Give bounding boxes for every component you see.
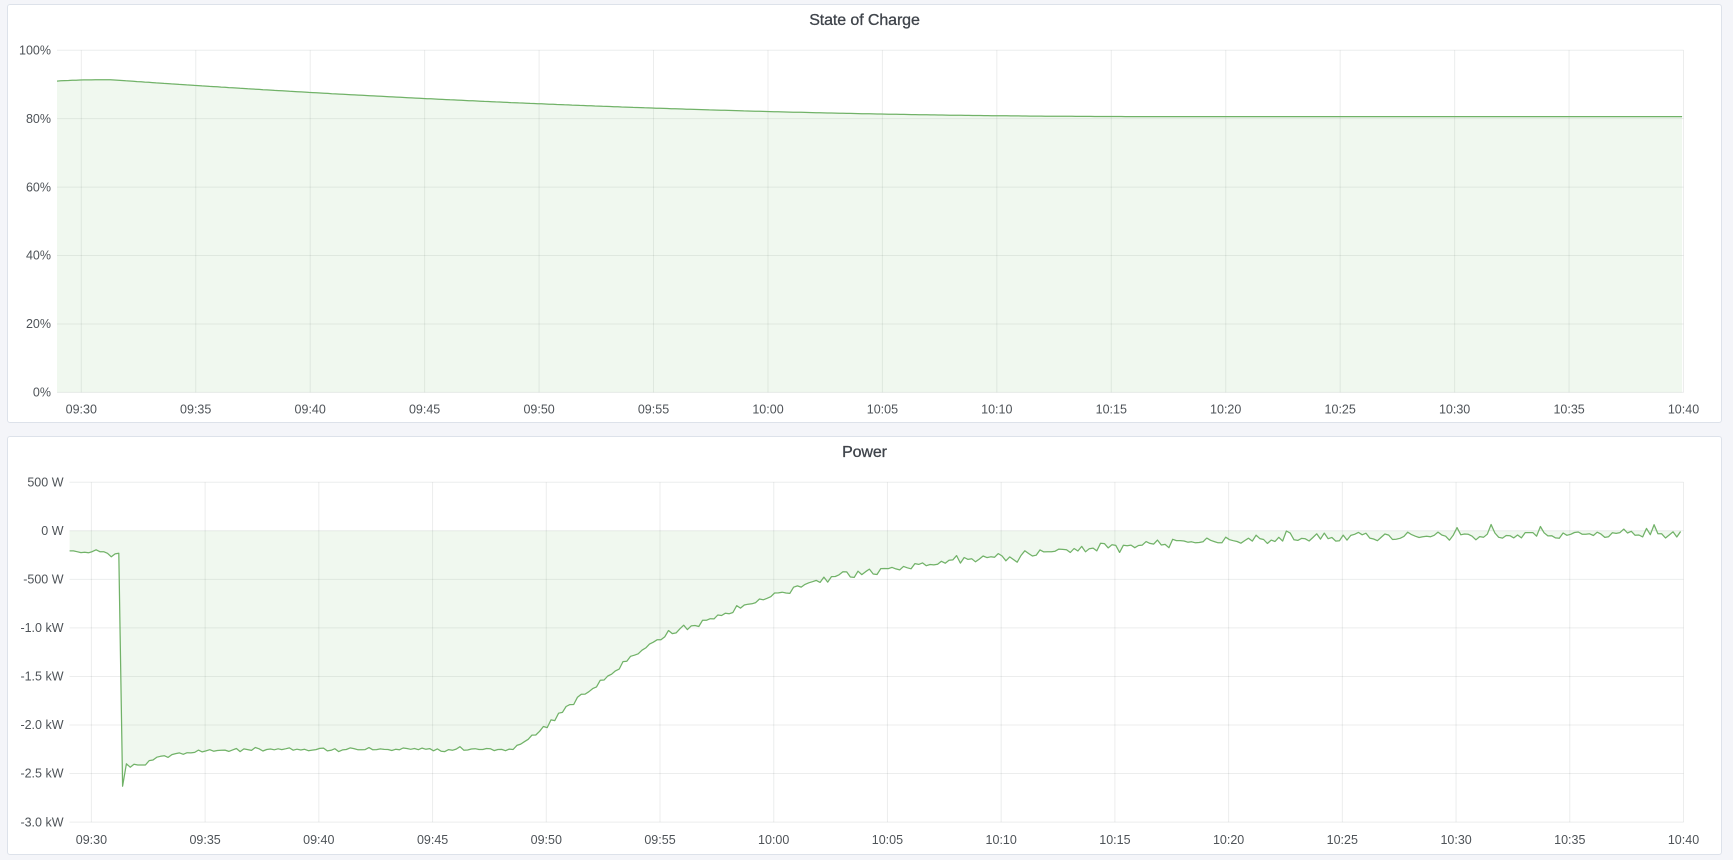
svg-text:10:10: 10:10 bbox=[986, 833, 1017, 847]
svg-text:10:40: 10:40 bbox=[1668, 833, 1699, 847]
svg-text:500 W: 500 W bbox=[27, 475, 63, 489]
svg-text:09:35: 09:35 bbox=[189, 833, 220, 847]
svg-text:10:30: 10:30 bbox=[1439, 402, 1470, 416]
svg-text:09:30: 09:30 bbox=[76, 833, 107, 847]
svg-text:80%: 80% bbox=[26, 112, 51, 126]
svg-text:09:55: 09:55 bbox=[638, 402, 669, 416]
svg-text:-3.0 kW: -3.0 kW bbox=[20, 815, 63, 829]
svg-text:0 W: 0 W bbox=[41, 524, 63, 538]
svg-text:10:15: 10:15 bbox=[1099, 833, 1130, 847]
svg-text:10:20: 10:20 bbox=[1210, 402, 1241, 416]
svg-text:-2.5 kW: -2.5 kW bbox=[20, 767, 63, 781]
svg-text:10:20: 10:20 bbox=[1213, 833, 1244, 847]
svg-text:09:55: 09:55 bbox=[644, 833, 675, 847]
svg-text:09:40: 09:40 bbox=[303, 833, 334, 847]
svg-text:09:40: 09:40 bbox=[295, 402, 326, 416]
svg-text:10:35: 10:35 bbox=[1554, 833, 1585, 847]
svg-text:20%: 20% bbox=[26, 317, 51, 331]
svg-text:10:00: 10:00 bbox=[758, 833, 789, 847]
svg-text:10:25: 10:25 bbox=[1325, 402, 1356, 416]
svg-text:10:05: 10:05 bbox=[872, 833, 903, 847]
svg-text:09:30: 09:30 bbox=[66, 402, 97, 416]
svg-text:-500 W: -500 W bbox=[23, 573, 63, 587]
svg-text:60%: 60% bbox=[26, 180, 51, 194]
svg-text:-2.0 kW: -2.0 kW bbox=[20, 718, 63, 732]
svg-text:09:45: 09:45 bbox=[409, 402, 440, 416]
svg-text:10:30: 10:30 bbox=[1440, 833, 1471, 847]
svg-text:10:40: 10:40 bbox=[1668, 402, 1699, 416]
svg-text:09:50: 09:50 bbox=[531, 833, 562, 847]
svg-text:09:45: 09:45 bbox=[417, 833, 448, 847]
svg-text:09:50: 09:50 bbox=[523, 402, 554, 416]
svg-text:10:00: 10:00 bbox=[752, 402, 783, 416]
svg-text:09:35: 09:35 bbox=[180, 402, 211, 416]
svg-text:-1.0 kW: -1.0 kW bbox=[20, 621, 63, 635]
svg-text:10:05: 10:05 bbox=[867, 402, 898, 416]
svg-text:10:15: 10:15 bbox=[1096, 402, 1127, 416]
svg-text:100%: 100% bbox=[19, 43, 51, 57]
svg-text:10:25: 10:25 bbox=[1327, 833, 1358, 847]
svg-text:0%: 0% bbox=[33, 386, 51, 400]
svg-text:10:35: 10:35 bbox=[1553, 402, 1584, 416]
svg-text:-1.5 kW: -1.5 kW bbox=[20, 670, 63, 684]
svg-text:10:10: 10:10 bbox=[981, 402, 1012, 416]
svg-text:40%: 40% bbox=[26, 249, 51, 263]
